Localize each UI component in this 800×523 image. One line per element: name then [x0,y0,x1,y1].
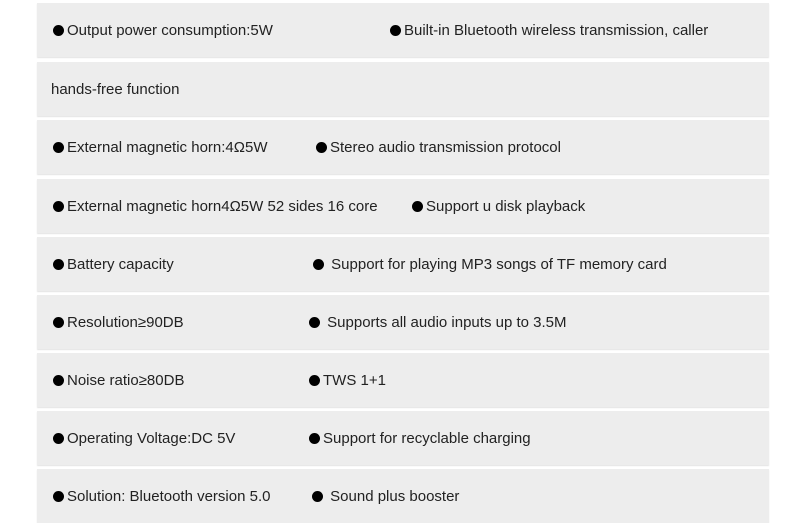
spec-row: Solution: Bluetooth version 5.0 Sound pl… [37,469,769,523]
spec-text: Supports all audio inputs up to 3.5M [323,313,567,331]
bullet-icon [53,24,64,36]
spec-text: Operating Voltage:DC 5V [67,429,236,447]
spec-row: External magnetic horn:4Ω5W Stereo audio… [37,120,769,174]
bullet-icon [309,316,320,328]
spec-row: Output power consumption:5W Built-in Blu… [37,3,769,57]
spec-text: Built-in Bluetooth wireless transmission… [404,21,709,39]
spec-item: External magnetic horn:4Ω5W [53,120,267,174]
spec-text: Noise ratio≥80DB [67,371,185,389]
bullet-icon [53,200,64,212]
bullet-icon [412,200,423,212]
bullet-icon [313,258,324,270]
spec-item: Built-in Bluetooth wireless transmission… [390,3,708,57]
spec-item: Resolution≥90DB [53,295,184,349]
bullet-icon [53,374,64,386]
bullet-icon [312,490,323,502]
spec-item: Support u disk playback [412,179,585,233]
spec-text: TWS 1+1 [323,371,386,389]
spec-text: Sound plus booster [326,487,460,505]
spec-text: Stereo audio transmission protocol [330,138,561,156]
spec-item: Battery capacity [53,237,174,291]
spec-text: Output power consumption:5W [67,21,273,39]
spec-text: Resolution≥90DB [67,313,184,331]
spec-row: hands-free function [37,62,769,116]
spec-item: TWS 1+1 [309,353,386,407]
spec-item: Output power consumption:5W [53,3,273,57]
spec-text: Support for recyclable charging [323,429,531,447]
spec-item: Support for playing MP3 songs of TF memo… [313,237,667,291]
spec-text: hands-free function [51,80,180,98]
spec-item: Solution: Bluetooth version 5.0 [53,469,270,523]
spec-item: Supports all audio inputs up to 3.5M [309,295,567,349]
bullet-icon [309,374,320,386]
spec-item: hands-free function [51,62,179,116]
spec-row: Resolution≥90DB Supports all audio input… [37,295,769,349]
spec-text: External magnetic horn:4Ω5W [67,138,268,156]
bullet-icon [316,141,327,153]
spec-item: External magnetic horn4Ω5W 52 sides 16 c… [53,179,378,233]
bullet-icon [309,432,320,444]
bullet-icon [390,24,401,36]
spec-row: Operating Voltage:DC 5V Support for recy… [37,411,769,465]
spec-item: Sound plus booster [312,469,459,523]
spec-text: Support u disk playback [426,197,586,215]
spec-item: Support for recyclable charging [309,411,531,465]
bullet-icon [53,258,64,270]
spec-row: Noise ratio≥80DB TWS 1+1 [37,353,769,407]
spec-item: Stereo audio transmission protocol [316,120,561,174]
spec-row: External magnetic horn4Ω5W 52 sides 16 c… [37,179,769,233]
bullet-icon [53,432,64,444]
bullet-icon [53,316,64,328]
bullet-icon [53,490,64,502]
spec-text: External magnetic horn4Ω5W 52 sides 16 c… [67,197,378,215]
spec-text: Support for playing MP3 songs of TF memo… [327,255,667,273]
spec-item: Operating Voltage:DC 5V [53,411,235,465]
bullet-icon [53,141,64,153]
spec-text: Solution: Bluetooth version 5.0 [67,487,271,505]
spec-row: Battery capacity Support for playing MP3… [37,237,769,291]
spec-item: Noise ratio≥80DB [53,353,184,407]
spec-text: Battery capacity [67,255,174,273]
